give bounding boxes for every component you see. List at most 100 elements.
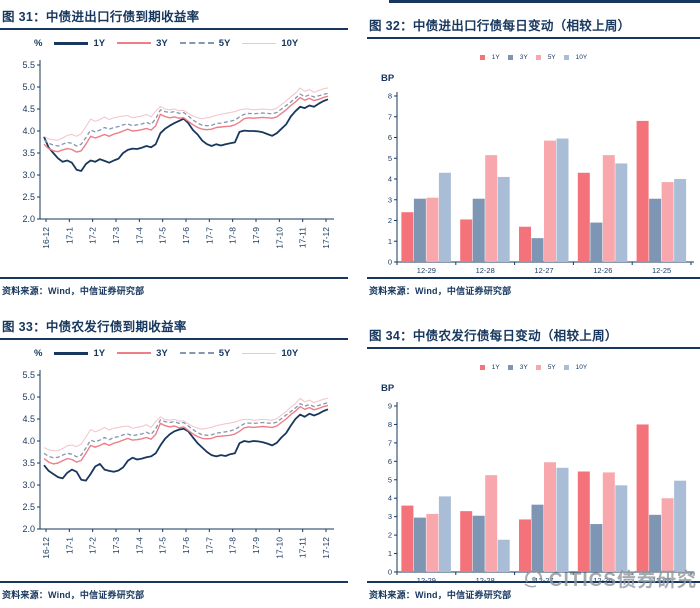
legend-swatch-3y [117, 42, 152, 44]
svg-text:12-26: 12-26 [593, 576, 612, 585]
svg-text:1: 1 [388, 237, 392, 246]
svg-text:2.5: 2.5 [22, 192, 35, 202]
svg-text:17-7: 17-7 [204, 227, 214, 244]
legend-item-5y: 5Y [535, 364, 556, 371]
svg-text:4: 4 [388, 494, 392, 503]
figure-31-source: 资料来源：Wind，中信证券研究部 [0, 277, 348, 300]
legend-label-1y: 1Y [93, 347, 106, 359]
legend-swatch-5y [179, 42, 214, 44]
figure-32-legend: 1Y 3Y 5Y 10Y [367, 52, 700, 62]
legend-swatch-3y [507, 364, 513, 370]
legend-label-1y: 1Y [491, 363, 500, 371]
svg-text:17-12: 17-12 [321, 537, 331, 559]
legend-swatch-3y [507, 54, 513, 60]
legend-item-3y: 3Y [117, 348, 168, 359]
legend-label-5y: 5Y [218, 37, 231, 49]
svg-text:3.5: 3.5 [22, 148, 35, 158]
figure-34-panel: 图 34：中债农发行债每日变动（相较上周） 1Y 3Y 5Y 10Y BP 0 1 2 3 4… [367, 310, 700, 606]
svg-text:3.5: 3.5 [22, 458, 35, 468]
legend-label-1y: 1Y [93, 37, 106, 49]
svg-text:16-12: 16-12 [41, 227, 51, 249]
y-axis-unit-label: BP [381, 383, 395, 394]
legend-label-1y: 1Y [491, 53, 500, 61]
svg-text:17-11: 17-11 [298, 227, 308, 248]
legend-item-10y: 10Y [242, 348, 298, 359]
legend-swatch-10y [563, 364, 569, 370]
legend-swatch-10y [242, 352, 277, 354]
svg-text:3: 3 [388, 195, 392, 204]
legend-label-5y: 5Y [547, 53, 556, 61]
legend-label-3y: 3Y [156, 347, 168, 359]
legend-swatch-10y [563, 54, 569, 60]
bp-unit-row: BP [381, 378, 700, 394]
figure-33-line-chart: 2.0 2.5 3.0 3.5 4.0 4.5 5.0 5.5 16-12 17-1 17-2 17-… [22, 370, 334, 559]
svg-text:6: 6 [388, 457, 392, 466]
svg-text:5.0: 5.0 [22, 392, 35, 402]
legend-swatch-5y [179, 352, 214, 354]
svg-text:17-10: 17-10 [274, 537, 284, 559]
svg-text:7: 7 [388, 438, 392, 447]
source-text: 资料来源：Wind，中信证券研究部 [2, 590, 145, 600]
svg-text:17-2: 17-2 [88, 227, 98, 244]
legend-swatch-3y [117, 352, 152, 354]
svg-text:3.0: 3.0 [22, 480, 35, 490]
svg-text:17-7: 17-7 [204, 537, 214, 554]
figure-34-legend: 1Y 3Y 5Y 10Y [367, 362, 700, 372]
legend-item-10y: 10Y [242, 38, 298, 49]
legend-label-3y: 3Y [519, 363, 528, 371]
legend-item-3y: 3Y [507, 53, 528, 61]
svg-text:4.0: 4.0 [22, 436, 35, 446]
svg-text:12-27: 12-27 [534, 576, 553, 585]
svg-text:4: 4 [388, 175, 392, 184]
svg-text:17-9: 17-9 [251, 227, 261, 244]
svg-text:17-2: 17-2 [88, 537, 98, 554]
legend-item-1y: 1Y [54, 38, 105, 49]
svg-text:17-1: 17-1 [64, 537, 74, 554]
figure-31-title: 图 31：中债进出口行债到期收益率 [0, 0, 348, 30]
y-axis-unit-label: % [34, 37, 43, 49]
svg-text:17-4: 17-4 [134, 227, 144, 244]
svg-text:17-3: 17-3 [111, 537, 121, 554]
legend-label-3y: 3Y [519, 53, 528, 61]
svg-text:8: 8 [388, 420, 392, 429]
legend-item-5y: 5Y [535, 53, 556, 61]
svg-text:12-25: 12-25 [652, 266, 671, 275]
svg-text:0: 0 [388, 568, 392, 577]
figure-34-source: 资料来源：Wind，中信证券研究部 [367, 581, 700, 604]
svg-text:12-25: 12-25 [652, 576, 671, 585]
figure-32-title: 图 32：中债进出口行债每日变动（相较上周） [367, 9, 700, 39]
svg-text:2.0: 2.0 [22, 214, 35, 224]
legend-swatch-10y [242, 42, 277, 44]
svg-text:17-8: 17-8 [228, 537, 238, 554]
legend-item-1y: 1Y [479, 53, 500, 61]
figure-31-line-chart: 2.0 2.5 3.0 3.5 4.0 4.5 5.0 5.5 16-12 17-1 17-2 17-… [22, 60, 334, 249]
bp-unit-row: BP [381, 68, 700, 84]
svg-text:6: 6 [388, 133, 392, 142]
figure-31-panel: 图 31：中债进出口行债到期收益率 % 1Y 3Y 5Y 10Y 2.0 2.5 3.0 3… [0, 0, 348, 302]
svg-text:12-28: 12-28 [476, 576, 495, 585]
figure-31-legend: % 1Y 3Y 5Y 10Y [34, 35, 348, 51]
svg-text:1: 1 [388, 549, 392, 558]
legend-label-5y: 5Y [218, 347, 231, 359]
svg-text:17-6: 17-6 [181, 537, 191, 554]
svg-text:3.0: 3.0 [22, 170, 35, 180]
legend-label-3y: 3Y [156, 37, 168, 49]
source-text: 资料来源：Wind，中信证券研究部 [2, 286, 145, 296]
svg-text:3: 3 [388, 512, 392, 521]
legend-label-10y: 10Y [575, 363, 588, 371]
svg-text:12-26: 12-26 [593, 266, 612, 275]
source-text: 资料来源：Wind，中信证券研究部 [369, 286, 512, 296]
y-axis-unit-label: % [34, 347, 43, 359]
svg-text:5.0: 5.0 [22, 82, 35, 92]
svg-text:16-12: 16-12 [41, 537, 51, 559]
svg-text:4.5: 4.5 [22, 414, 35, 424]
svg-text:17-5: 17-5 [158, 537, 168, 554]
legend-item-3y: 3Y [117, 38, 168, 49]
svg-text:0: 0 [388, 258, 392, 267]
svg-text:12-28: 12-28 [476, 266, 495, 275]
figure-34-bar-chart: 0 1 2 3 4 5 6 7 8 9 12-29 12-28 12-27 12-26 12-25 [388, 402, 694, 585]
svg-text:4.5: 4.5 [22, 104, 35, 114]
svg-text:17-6: 17-6 [181, 227, 191, 244]
legend-swatch-1y [479, 364, 485, 370]
